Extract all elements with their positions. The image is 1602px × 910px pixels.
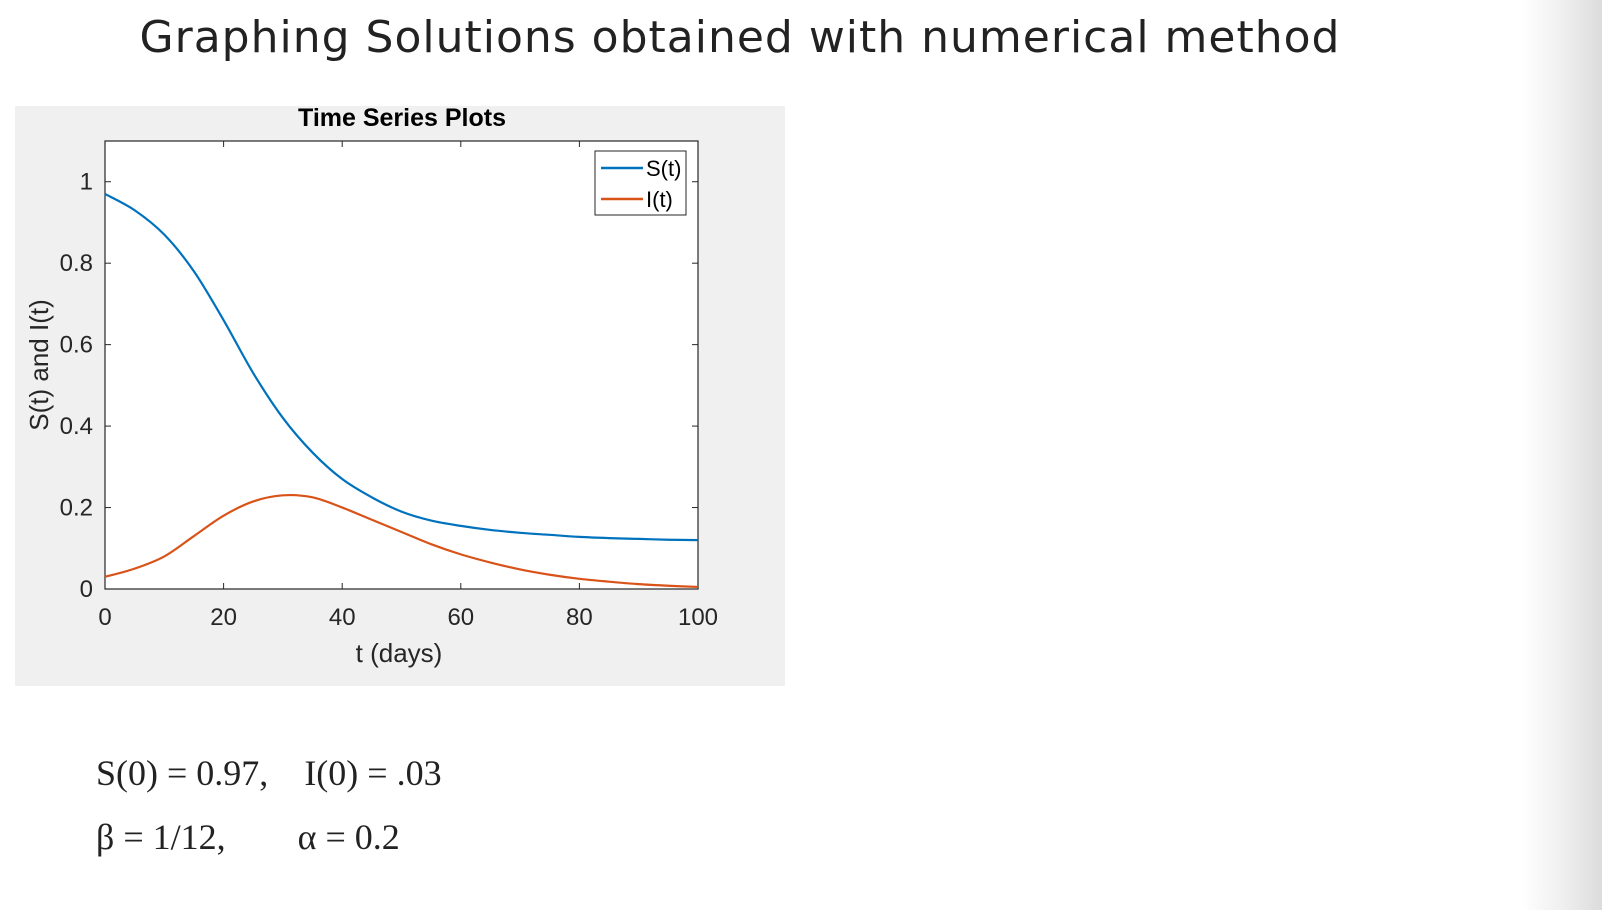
series-line-i [104,493,699,589]
y-tick-label: 0.4 [60,413,93,440]
y-tick-label: 0.2 [60,495,93,522]
s0-value: S(0) = 0.97, [96,753,269,793]
legend-box [594,150,687,216]
x-tick-label: 40 [329,604,356,631]
i0-value: I(0) = .03 [304,753,442,793]
y-tick-label: 0.8 [60,250,93,277]
x-tick-label: 0 [98,604,111,631]
x-tick-label: 20 [210,604,237,631]
plot-area [104,140,699,590]
y-axis-label: S(t) and I(t) [24,299,54,430]
figure-panel: Time Series Plots 0 20 40 60 80 100 0 0.2 0.4 0.… [15,106,785,686]
x-tick-label: 80 [566,604,593,631]
axis-ticks [104,141,699,590]
x-axis-label: t (days) [356,638,443,668]
legend: S(t) I(t) [594,150,687,216]
y-tick-label: 0.6 [60,332,93,359]
series-line-s [104,192,699,542]
time-series-chart: Time Series Plots 0 20 40 60 80 100 0 0.2 0.4 0.… [24,106,718,668]
right-edge-shadow [1522,0,1602,910]
initial-conditions-line: S(0) = 0.97, I(0) = .03 [96,752,442,816]
x-tick-label: 60 [447,604,474,631]
parameters-block: S(0) = 0.97, I(0) = .03 β = 1/12, α = 0.… [96,752,442,880]
y-tick-label: 1 [80,169,93,196]
y-tick-labels: 0 0.2 0.4 0.6 0.8 1 [60,169,93,603]
x-tick-labels: 0 20 40 60 80 100 [98,604,718,631]
chart-title: Time Series Plots [298,106,506,132]
legend-label-s: S(t) [646,156,681,181]
legend-label-i: I(t) [646,187,673,212]
slide-title: Graphing Solutions obtained with numeric… [139,12,1341,63]
series-lines [104,192,699,589]
rates-line: β = 1/12, α = 0.2 [96,816,442,880]
x-tick-label: 100 [678,604,718,631]
beta-value: β = 1/12, [96,817,226,857]
y-tick-label: 0 [80,576,93,603]
alpha-value: α = 0.2 [297,817,400,857]
